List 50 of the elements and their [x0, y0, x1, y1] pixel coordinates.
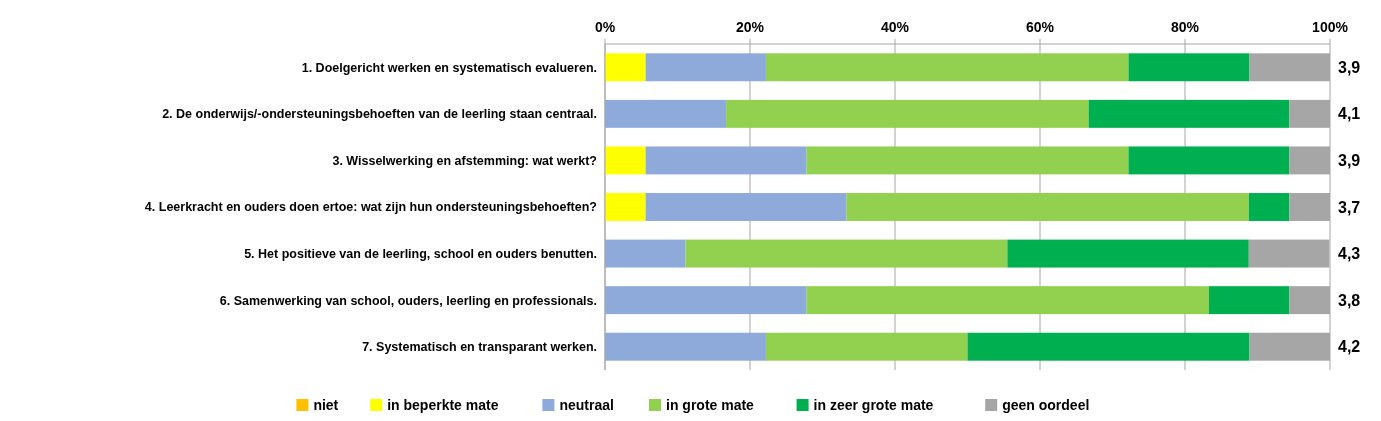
x-tick-label: 60% [1025, 19, 1055, 35]
y-tick-label: 3. Wisselwerking en afstemming: wat werkt? [332, 153, 597, 168]
bar [605, 286, 807, 315]
bar [806, 146, 1129, 175]
text: 3,9 [1338, 58, 1361, 76]
text: 3,8 [1338, 291, 1361, 309]
bar [1128, 53, 1250, 82]
bar [1248, 193, 1290, 221]
bar [605, 146, 646, 175]
x-tick-label: 0% [594, 19, 616, 35]
bar [605, 193, 646, 221]
bar [726, 99, 1089, 128]
bar [1128, 146, 1290, 175]
bar [645, 193, 847, 221]
y-tick-label: 5. Het positieve van de leerling, school en ouders benutten. [244, 246, 597, 261]
bar [605, 99, 727, 128]
x-tick-label: 100% [1312, 19, 1349, 35]
bar [1208, 286, 1290, 315]
text: 4,3 [1338, 245, 1361, 263]
bar [806, 286, 1209, 315]
legend-label: in zeer grote mate [813, 397, 934, 413]
y-tick-label: 6. Samenwerking van school, ouders, leerling en professionals. [219, 293, 597, 308]
bar [605, 239, 686, 268]
legend-label: in grote mate [666, 397, 755, 413]
bar [605, 53, 646, 82]
y-tick-label: 1. Doelgericht werken en systematisch evalueren. [301, 60, 597, 75]
bar [685, 239, 1008, 268]
y-tick-label: 7. Systematisch en transparant werken. [362, 340, 597, 355]
bar [1007, 239, 1249, 268]
x-tick-label: 80% [1170, 19, 1200, 35]
bar [846, 193, 1249, 221]
bar [645, 146, 807, 175]
bar [967, 332, 1250, 361]
text: 4,2 [1338, 338, 1361, 356]
bar [605, 332, 766, 361]
x-tick-label: 20% [735, 19, 765, 35]
text: 3,7 [1338, 198, 1361, 216]
legend-label: niet [313, 397, 339, 413]
bar [765, 332, 968, 361]
text: 3,9 [1338, 152, 1361, 170]
legend-label: neutraal [559, 397, 614, 413]
bar [645, 53, 766, 82]
legend-label: geen oordeel [1002, 397, 1090, 413]
x-tick-label: 40% [880, 19, 910, 35]
legend-label: in beperkte mate [387, 397, 499, 413]
bar [765, 53, 1129, 82]
text: 4,1 [1338, 105, 1361, 123]
bar [1088, 99, 1290, 128]
y-tick-label: 4. Leerkracht en ouders doen ertoe: wat zijn hun ondersteuningsbehoeften? [144, 200, 597, 215]
y-tick-label: 2. De onderwijs/-ondersteuningsbehoeften van de leerling staan centraal. [162, 107, 597, 122]
